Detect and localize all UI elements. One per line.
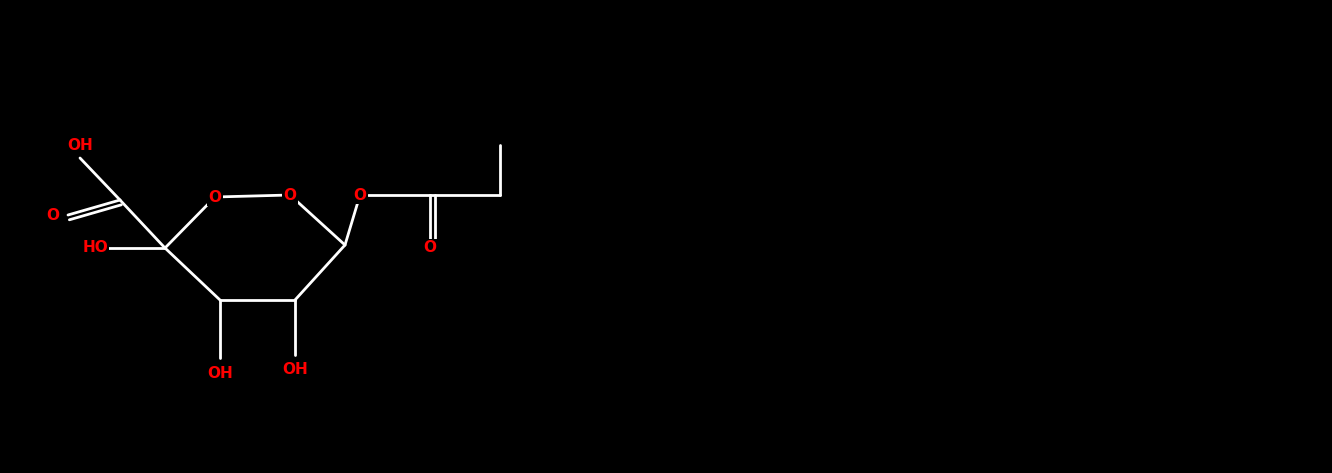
- Text: OH: OH: [206, 366, 233, 380]
- Text: O: O: [209, 190, 221, 204]
- Text: OH: OH: [67, 139, 93, 154]
- Text: HO: HO: [83, 240, 108, 255]
- Text: O: O: [47, 208, 60, 222]
- Text: OH: OH: [282, 362, 308, 377]
- Text: O: O: [284, 187, 297, 202]
- Text: O: O: [424, 240, 437, 255]
- Text: O: O: [353, 187, 366, 202]
